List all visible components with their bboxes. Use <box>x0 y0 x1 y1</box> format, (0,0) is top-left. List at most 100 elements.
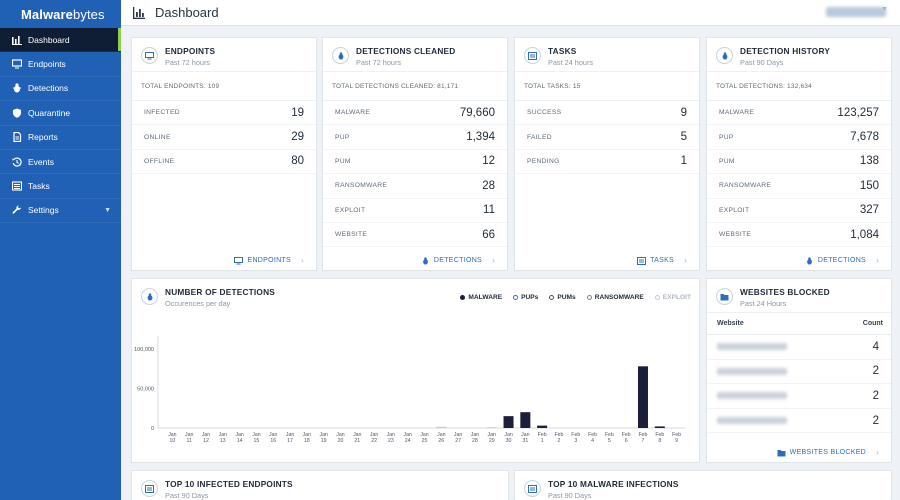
x-tick-label-day: 19 <box>321 438 327 444</box>
stat-row-ransomware[interactable]: RANSOMWARE 150 <box>707 174 891 199</box>
card-title: WEBSITES BLOCKED <box>740 287 830 297</box>
websites-blocked-link[interactable]: WEBSITES BLOCKED › <box>777 448 879 457</box>
count-cell: 2 <box>872 389 879 402</box>
x-tick-label-month: Jan <box>488 432 496 438</box>
detections-link[interactable]: DETECTIONS › <box>805 256 879 265</box>
list-icon <box>524 47 541 64</box>
x-tick-label-day: 11 <box>187 438 192 444</box>
sidebar-item-events[interactable]: Events <box>0 150 121 175</box>
stat-row-failed[interactable]: FAILED 5 <box>515 125 699 150</box>
card-subtitle: Past 72 hours <box>356 58 402 67</box>
x-tick-label-day: 12 <box>203 438 209 444</box>
stat-value: 29 <box>291 131 304 144</box>
sidebar-item-label: Quarantine <box>28 107 71 118</box>
chart-legend: MALWARE PUPs PUMs RANSOMWARE EXPLOIT <box>460 294 691 301</box>
stat-row-pup[interactable]: PUP 1,394 <box>323 125 507 150</box>
bug-icon <box>141 288 158 305</box>
stat-row-website[interactable]: WEBSITE 66 <box>323 223 507 248</box>
endpoints-link[interactable]: ENDPOINTS › <box>234 256 304 265</box>
dashboard-icon <box>12 35 22 45</box>
count-cell: 4 <box>872 340 879 353</box>
table-row[interactable]: 2 <box>707 384 891 409</box>
endpoints-card: ENDPOINTS Past 72 hours TOTAL ENDPOINTS:… <box>131 37 317 271</box>
card-total: TOTAL DETECTIONS: 132,634 <box>707 72 891 101</box>
list-icon <box>637 256 647 265</box>
x-tick-label-day: 30 <box>506 438 512 444</box>
sidebar-item-dashboard[interactable]: Dashboard <box>0 28 121 53</box>
table-row[interactable]: 2 <box>707 409 891 434</box>
stat-row-malware[interactable]: MALWARE 79,660 <box>323 101 507 126</box>
bar-malware <box>537 425 548 428</box>
stat-row-exploit[interactable]: EXPLOIT 11 <box>323 199 507 223</box>
redacted-website <box>717 343 787 351</box>
card-total: TOTAL DETECTIONS CLEANED: 81,171 <box>323 72 507 101</box>
x-tick-label-month: Jan <box>168 432 176 438</box>
bug-icon <box>716 47 733 64</box>
link-label: TASKS <box>650 257 675 264</box>
stat-row-pum[interactable]: PUM 12 <box>323 150 507 175</box>
link-label: ENDPOINTS <box>247 257 292 264</box>
top-malware-infections-card: TOP 10 MALWARE INFECTIONS Past 90 Days <box>514 470 892 500</box>
user-menu[interactable] <box>826 7 886 17</box>
stat-label: PENDING <box>527 157 560 165</box>
chevron-down-icon[interactable]: ▼ <box>104 206 111 214</box>
brand-logo[interactable]: Malware bytes <box>0 0 121 28</box>
table-row[interactable]: 4 <box>707 335 891 360</box>
table-row[interactable]: 2 <box>707 360 891 385</box>
sidebar-item-label: Tasks <box>28 181 50 192</box>
sidebar-item-quarantine[interactable]: Quarantine <box>0 101 121 126</box>
stat-label: SUCCESS <box>527 109 562 117</box>
x-tick-label-day: 7 <box>642 438 645 444</box>
x-tick-label-month: Jan <box>202 432 210 438</box>
x-tick-label-month: Jan <box>185 432 193 438</box>
stat-row-website[interactable]: WEBSITE 1,084 <box>707 223 891 248</box>
chevron-down-icon[interactable]: ▼ <box>881 6 888 13</box>
list-icon <box>524 480 541 497</box>
card-subtitle: Past 90 Days <box>740 58 784 67</box>
legend-item-pums[interactable]: PUMs <box>549 294 576 301</box>
top-header: Dashboard ▼ <box>121 0 900 26</box>
stat-row-pending[interactable]: PENDING 1 <box>515 150 699 175</box>
x-tick-label-month: Jan <box>336 432 344 438</box>
chevron-right-icon: › <box>301 256 304 265</box>
legend-item-ransomware[interactable]: RANSOMWARE <box>586 294 644 301</box>
sidebar-item-tasks[interactable]: Tasks <box>0 174 121 199</box>
stat-row-offline[interactable]: OFFLINE 80 <box>132 150 316 175</box>
stat-row-exploit[interactable]: EXPLOIT 327 <box>707 199 891 223</box>
stat-row-ransomware[interactable]: RANSOMWARE 28 <box>323 174 507 199</box>
stat-row-infected[interactable]: INFECTED 19 <box>132 101 316 126</box>
sidebar-item-settings[interactable]: Settings ▼ <box>0 199 121 224</box>
stat-row-pum[interactable]: PUM 138 <box>707 150 891 175</box>
stat-row-malware[interactable]: MALWARE 123,257 <box>707 101 891 126</box>
x-tick-label-day: 8 <box>658 438 661 444</box>
sidebar-item-reports[interactable]: Reports <box>0 126 121 150</box>
stat-row-success[interactable]: SUCCESS 9 <box>515 101 699 126</box>
x-tick-label-day: 15 <box>254 438 260 444</box>
card-title: TOP 10 MALWARE INFECTIONS <box>548 479 679 489</box>
sidebar-item-label: Settings <box>28 205 59 216</box>
tasks-link[interactable]: TASKS › <box>637 256 687 265</box>
sidebar-item-label: Dashboard <box>28 34 70 45</box>
card-subtitle: Past 24 Hours <box>740 299 787 308</box>
sidebar-item-detections[interactable]: Detections <box>0 77 121 102</box>
legend-item-malware[interactable]: MALWARE <box>460 294 502 301</box>
legend-item-exploit[interactable]: EXPLOIT <box>654 294 691 301</box>
stat-label: EXPLOIT <box>335 206 366 214</box>
detections-link[interactable]: DETECTIONS › <box>421 256 495 265</box>
stat-label: WEBSITE <box>335 231 368 239</box>
x-tick-label-day: 6 <box>625 438 628 444</box>
card-title: NUMBER OF DETECTIONS <box>165 287 276 297</box>
sidebar-item-endpoints[interactable]: Endpoints <box>0 52 121 77</box>
bar-exploit <box>486 427 497 428</box>
stat-label: EXPLOIT <box>719 206 750 214</box>
card-total: TOTAL ENDPOINTS: 109 <box>132 72 316 101</box>
x-tick-label-month: Jan <box>219 432 227 438</box>
x-tick-label-day: 3 <box>574 438 577 444</box>
count-cell: 2 <box>872 365 879 378</box>
legend-item-pups[interactable]: PUPs <box>513 294 538 301</box>
stat-row-online[interactable]: ONLINE 29 <box>132 125 316 150</box>
sidebar-item-label: Detections <box>28 83 69 94</box>
stat-label: ONLINE <box>144 133 171 141</box>
shield-icon <box>12 108 22 118</box>
stat-row-pup[interactable]: PUP 7,678 <box>707 125 891 150</box>
